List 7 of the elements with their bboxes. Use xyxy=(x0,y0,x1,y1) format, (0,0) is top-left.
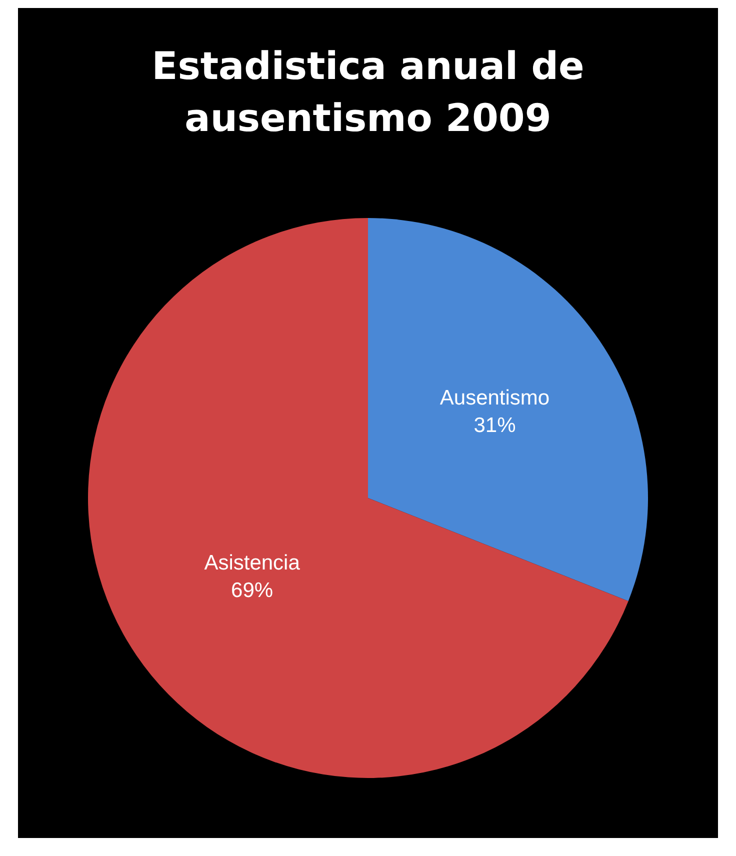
slice-label: Asistencia xyxy=(204,552,300,575)
data-label: 31% xyxy=(474,414,516,438)
data-label: 69% xyxy=(231,578,274,602)
pie-slice xyxy=(368,218,648,602)
pie-slice xyxy=(88,218,628,778)
slice-label: Ausentismo xyxy=(440,386,550,410)
chart-title: Estadistica anual de ausentismo 2009 xyxy=(150,43,586,142)
